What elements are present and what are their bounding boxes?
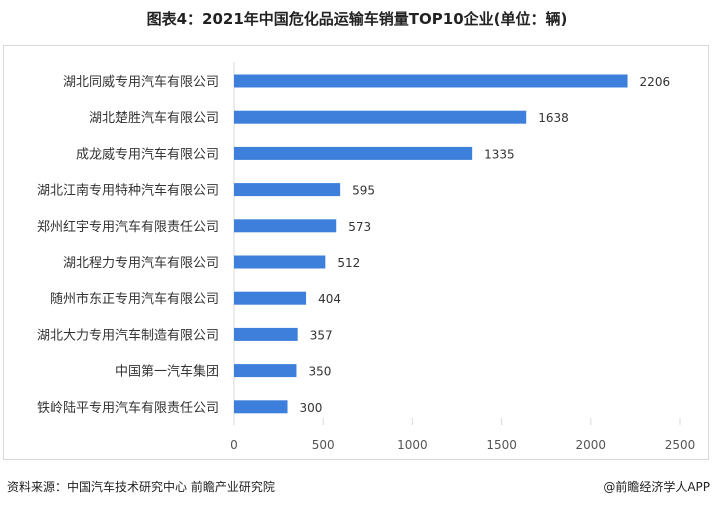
bar	[234, 291, 307, 305]
category-label: 随州市东正专用汽车有限公司	[50, 291, 219, 307]
data-label: 350	[308, 365, 331, 379]
bar	[234, 74, 628, 88]
category-label: 湖北楚胜汽车有限公司	[89, 110, 219, 126]
data-label: 512	[337, 256, 360, 270]
category-label: 郑州红宇专用汽车有限责任公司	[37, 219, 219, 235]
bar	[234, 327, 298, 341]
category-label: 中国第一汽车集团	[115, 364, 219, 380]
data-label: 1335	[484, 147, 515, 161]
data-label: 1638	[538, 111, 569, 125]
data-label: 595	[352, 184, 375, 198]
category-label: 湖北同威专用汽车有限公司	[63, 74, 219, 90]
category-label: 湖北江南专用特种汽车有限公司	[37, 183, 219, 199]
bar	[234, 364, 297, 378]
bar	[234, 219, 337, 233]
x-tick-label: 1000	[397, 438, 428, 452]
data-label: 357	[310, 328, 333, 342]
x-tick-label: 1500	[486, 438, 517, 452]
source-note: 资料来源：中国汽车技术研究中心 前瞻产业研究院	[7, 480, 275, 494]
x-tick-label: 2000	[576, 438, 607, 452]
data-label: 300	[300, 401, 323, 415]
credit-note: @前瞻经济学人APP	[603, 480, 710, 494]
category-label: 成龙威专用汽车有限公司	[76, 146, 219, 162]
chart-title: 图表4：2021年中国危化品运输车销量TOP10企业(单位：辆)	[146, 10, 568, 28]
bar	[234, 183, 341, 197]
category-label: 湖北大力专用汽车制造有限公司	[37, 327, 219, 343]
data-label: 573	[348, 220, 371, 234]
x-tick-label: 0	[230, 438, 238, 452]
chart-frame	[3, 45, 709, 460]
data-label: 2206	[640, 75, 671, 89]
bar	[234, 255, 326, 269]
x-tick-label: 2500	[665, 438, 696, 452]
x-tick-label: 500	[312, 438, 335, 452]
category-label: 铁岭陆平专用汽车有限责任公司	[37, 400, 219, 416]
bar	[234, 110, 527, 124]
data-label: 404	[318, 292, 341, 306]
bar	[234, 146, 473, 160]
category-label: 湖北程力专用汽车有限公司	[63, 255, 219, 271]
bar	[234, 400, 288, 414]
